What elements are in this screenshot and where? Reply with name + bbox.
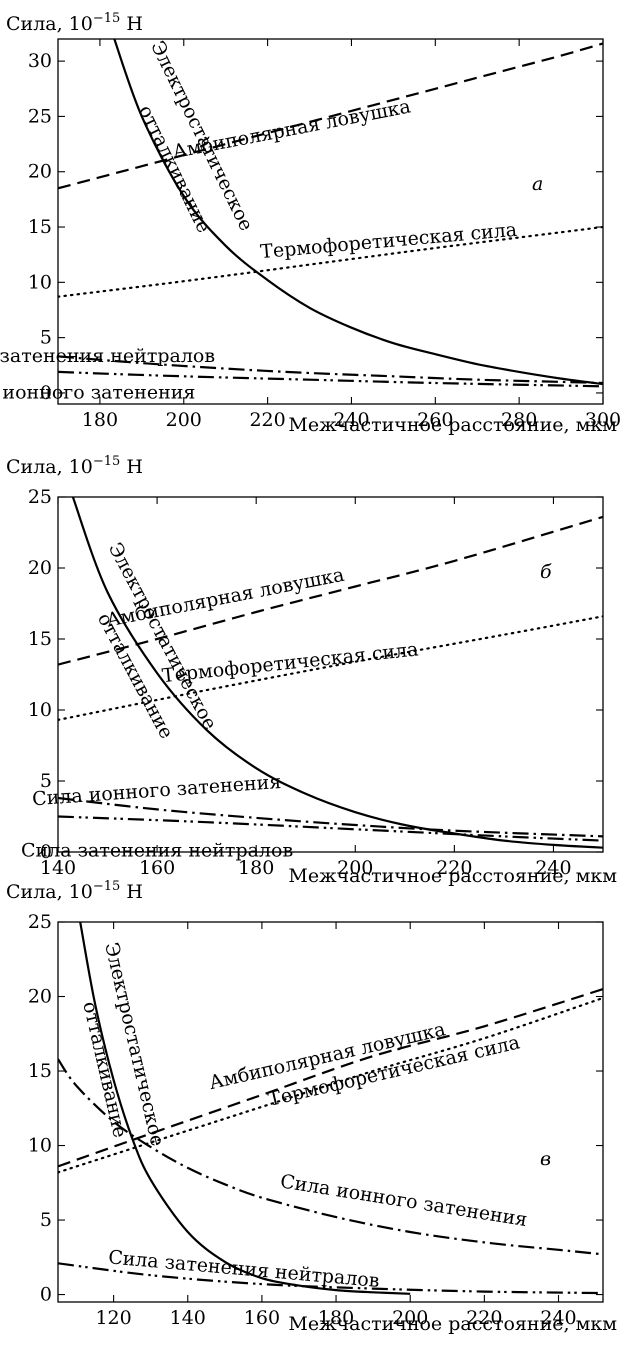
y-tick-label: 5 <box>40 770 52 792</box>
x-axis-label: Межчастичное расстояние, мкм <box>288 414 617 436</box>
y-tick-label: 0 <box>40 1284 52 1306</box>
y-tick-label: 20 <box>28 986 52 1008</box>
plot-frame <box>57 38 604 405</box>
y-tick-label: 5 <box>40 1209 52 1231</box>
series-line-5 <box>58 1262 603 1295</box>
y-tick-label: 10 <box>28 699 52 721</box>
x-tick-label: 240 <box>535 857 571 879</box>
curve-annotation: Сила ионного затенения <box>31 771 282 810</box>
series-line-4 <box>58 1058 603 1256</box>
x-tick-label: 140 <box>40 857 76 879</box>
series-line-5 <box>58 370 603 388</box>
y-tick-label: 25 <box>28 105 52 127</box>
series-line-1 <box>58 988 603 1168</box>
x-tick-label: 160 <box>139 857 175 879</box>
y-tick-label: 25 <box>28 911 52 933</box>
series-line-2 <box>58 615 603 721</box>
plot-frame <box>57 496 604 853</box>
y-axis-label: Сила, 10−15 Н <box>6 11 143 35</box>
y-tick-label: 20 <box>28 557 52 579</box>
x-tick-label: 200 <box>166 409 202 431</box>
x-tick-label: 220 <box>249 409 285 431</box>
series-line-4 <box>58 796 603 838</box>
curve-annotation: Сила затенения нейтралов <box>21 839 293 861</box>
x-axis-label: Межчастичное расстояние, мкм <box>288 1313 617 1335</box>
y-tick-label: 20 <box>28 161 52 183</box>
curve-annotation: Термофоретическая сила <box>161 638 419 687</box>
series-line-5 <box>58 815 603 842</box>
series-line-1 <box>58 42 603 190</box>
series-line-3 <box>79 922 411 1295</box>
panel-letter: а <box>532 173 543 195</box>
y-tick-label: 25 <box>28 486 52 508</box>
curve-annotation: Сила ионного затенения <box>279 1170 529 1231</box>
y-tick-label: 10 <box>28 1135 52 1157</box>
x-tick-label: 240 <box>540 1307 576 1329</box>
x-tick-label: 260 <box>417 409 453 431</box>
curve-annotation: Сила затенения нейтралов <box>0 345 215 367</box>
series-line-3 <box>71 497 603 849</box>
panel-letter: б <box>540 561 552 583</box>
curve-annotation: Сила ионного затенения <box>0 381 195 403</box>
x-tick-label: 200 <box>337 857 373 879</box>
series-line-1 <box>58 515 603 666</box>
series-line-2 <box>58 996 603 1174</box>
y-tick-label: 0 <box>40 841 52 863</box>
y-axis-label: Сила, 10−15 Н <box>6 454 143 478</box>
x-tick-label: 180 <box>82 409 118 431</box>
panel-letter: в <box>540 1148 551 1170</box>
y-tick-label: 30 <box>28 50 52 72</box>
x-tick-label: 120 <box>95 1307 131 1329</box>
x-tick-label: 240 <box>333 409 369 431</box>
x-tick-label: 220 <box>436 857 472 879</box>
y-tick-label: 0 <box>40 382 52 404</box>
y-axis-label: Сила, 10−15 Н <box>6 879 143 903</box>
series-group <box>58 39 603 388</box>
x-tick-label: 220 <box>466 1307 502 1329</box>
x-tick-label: 140 <box>170 1307 206 1329</box>
y-tick-label: 10 <box>28 271 52 293</box>
y-tick-label: 15 <box>28 628 52 650</box>
x-tick-label: 200 <box>392 1307 428 1329</box>
chart-panel-в: Сила, 10−15 Н Межчастичное расстояние, мк… <box>6 879 617 1335</box>
x-tick-label: 300 <box>585 409 620 431</box>
series-line-3 <box>113 39 603 386</box>
series-group <box>58 497 603 849</box>
chart-panel-б: Сила, 10−15 Н Межчастичное расстояние, мк… <box>6 454 617 887</box>
plot-frame <box>57 921 604 1303</box>
series-group <box>58 922 603 1295</box>
x-tick-label: 180 <box>318 1307 354 1329</box>
y-tick-label: 5 <box>40 327 52 349</box>
x-tick-label: 280 <box>501 409 537 431</box>
curve-annotation: Сила затенения нейтралов <box>107 1246 380 1292</box>
chart-panel-а: Сила, 10−15 Н Межчастичное расстояние, мк… <box>0 11 620 436</box>
y-tick-label: 15 <box>28 1060 52 1082</box>
series-line-2 <box>58 225 603 298</box>
curve-annotation: Термофоретическая сила <box>259 219 518 263</box>
series-line-4 <box>58 355 603 385</box>
x-tick-label: 160 <box>244 1307 280 1329</box>
x-tick-label: 180 <box>238 857 274 879</box>
x-axis-label: Межчастичное расстояние, мкм <box>288 865 617 887</box>
y-tick-label: 15 <box>28 216 52 238</box>
